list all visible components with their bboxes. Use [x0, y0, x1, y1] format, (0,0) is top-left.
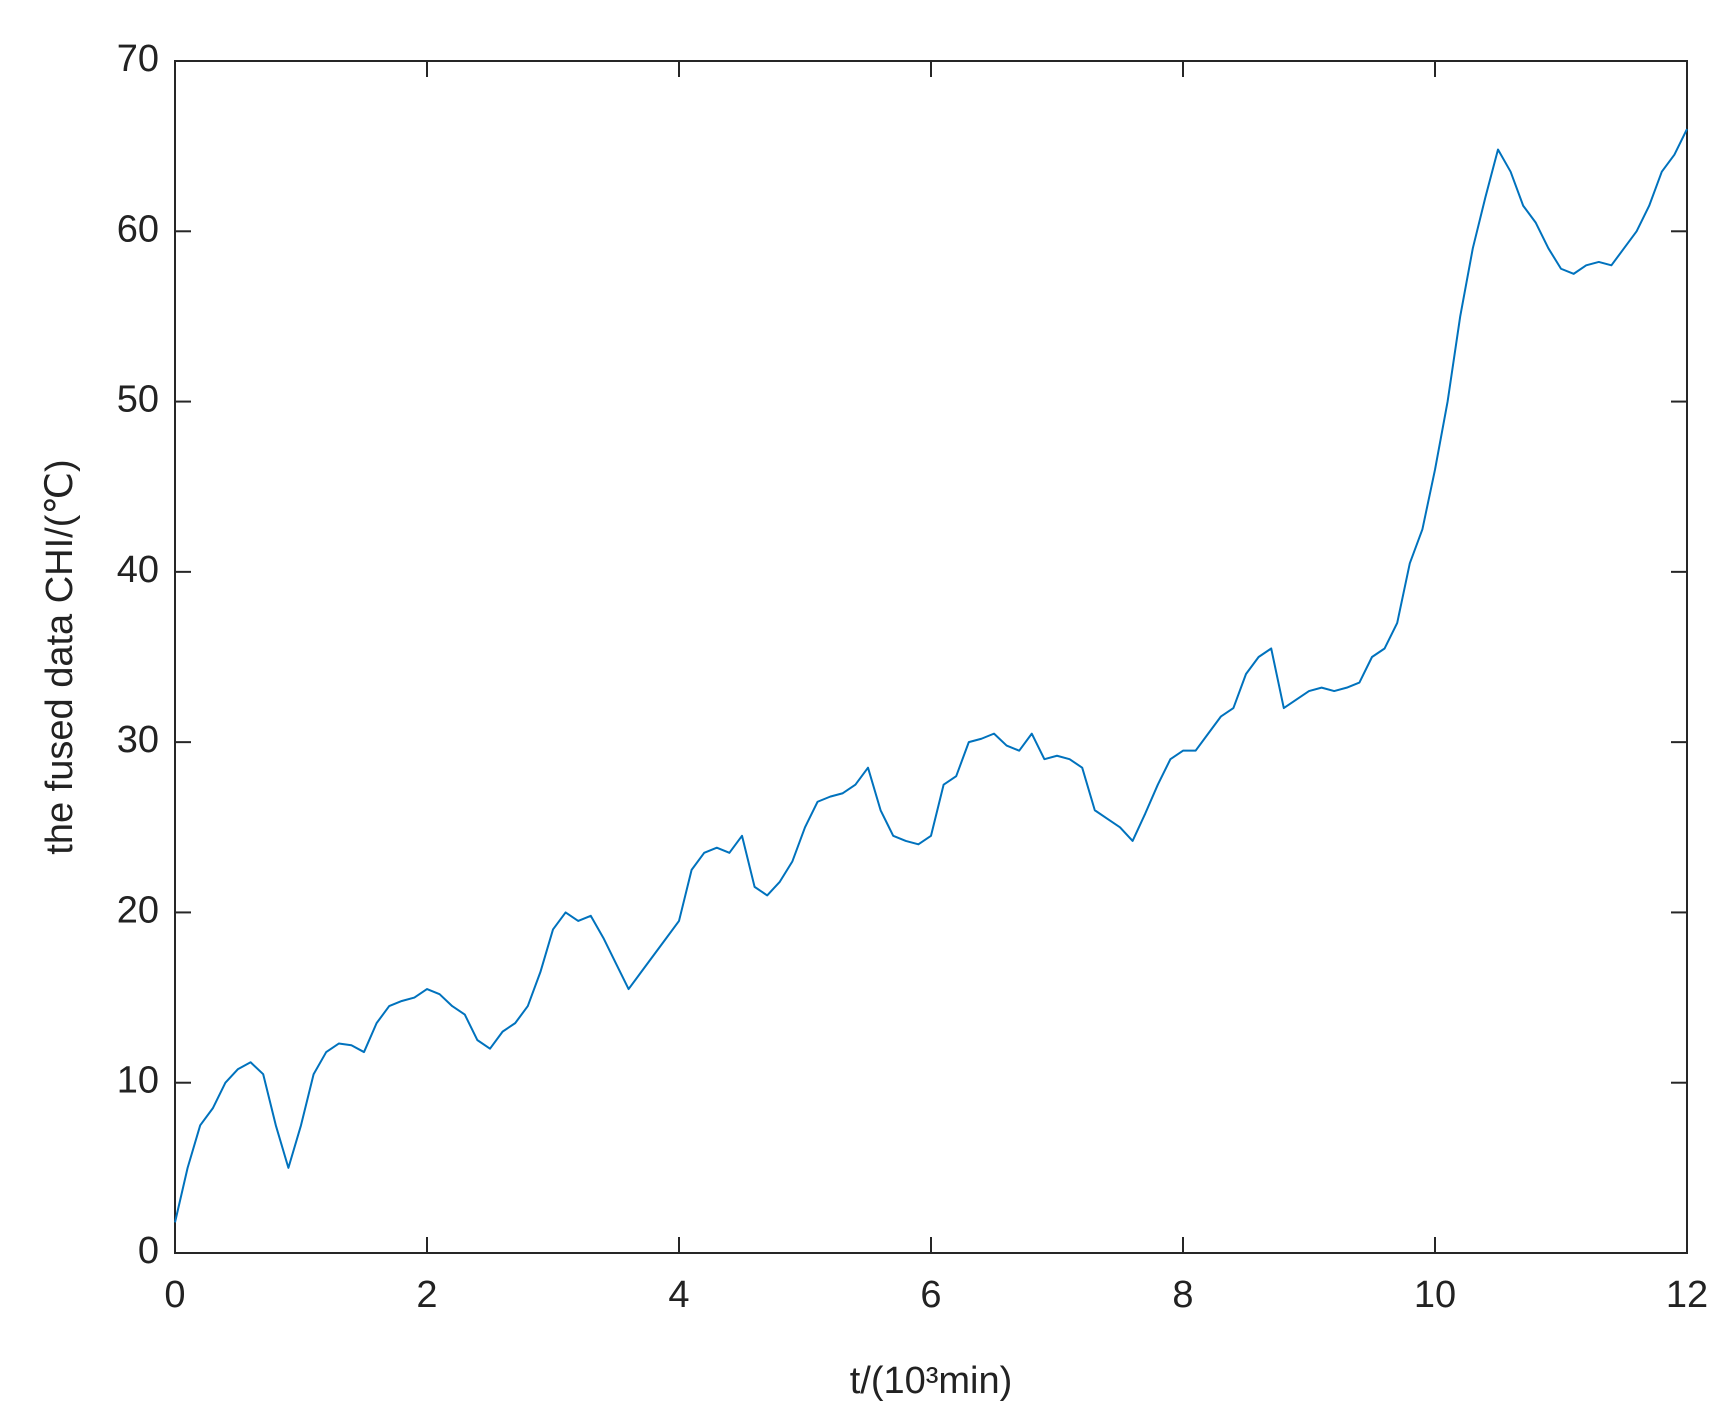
y-tick-label: 30: [117, 719, 159, 761]
x-tick-label: 6: [920, 1274, 941, 1316]
x-tick-label: 4: [668, 1274, 689, 1316]
x-axis-label: t/(10³min): [850, 1360, 1013, 1402]
y-tick-label: 0: [138, 1230, 159, 1272]
data-line: [174, 128, 1688, 1223]
y-tick-label: 10: [117, 1060, 159, 1102]
x-tick-label: 12: [1666, 1274, 1708, 1316]
y-tick-label: 70: [117, 38, 159, 80]
y-axis-label: the fused data CHI/(℃): [39, 459, 81, 854]
x-tick-label: 10: [1414, 1274, 1456, 1316]
y-tick-label: 60: [117, 208, 159, 250]
y-tick-label: 50: [117, 379, 159, 421]
x-tick-label: 8: [1172, 1274, 1193, 1316]
y-tick-label: 20: [117, 889, 159, 931]
x-tick-label: 2: [416, 1274, 437, 1316]
x-tick-label: 0: [164, 1274, 185, 1316]
plot-frame: [174, 60, 1688, 1254]
y-tick-label: 40: [117, 549, 159, 591]
